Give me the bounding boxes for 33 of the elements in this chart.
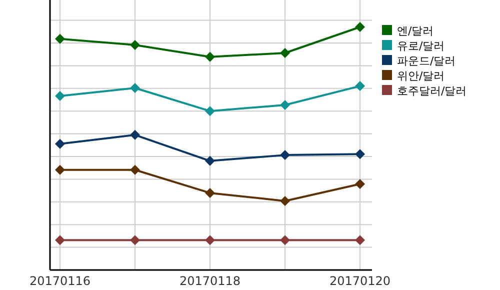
x-tick-label: 20170116 (29, 274, 91, 288)
point (280, 196, 290, 206)
point (355, 22, 365, 32)
point (205, 156, 215, 166)
legend-label: 엔/달러 (397, 24, 434, 38)
point (55, 91, 65, 102)
point (130, 82, 140, 93)
point (280, 150, 290, 160)
point (55, 138, 65, 149)
x-tick-label: 20170118 (179, 274, 241, 288)
point (205, 235, 215, 246)
point (130, 130, 140, 140)
point (205, 188, 215, 198)
legend-label: 파운드/달러 (397, 54, 456, 68)
x-tick-label: 20170120 (329, 274, 391, 288)
point (55, 164, 65, 175)
point (355, 149, 365, 160)
point (280, 235, 290, 246)
point (355, 235, 365, 246)
legend-label: 호주달러/달러 (397, 84, 467, 98)
point (280, 48, 290, 58)
point (280, 100, 290, 110)
point (355, 81, 365, 92)
point (130, 235, 140, 246)
point (355, 178, 365, 189)
point (130, 164, 140, 175)
legend-label: 위안/달러 (397, 70, 445, 82)
point (55, 235, 65, 246)
point (205, 106, 215, 116)
legend-label: 유로/달러 (397, 40, 445, 52)
point (205, 52, 215, 62)
point (130, 40, 140, 50)
point (55, 34, 65, 44)
